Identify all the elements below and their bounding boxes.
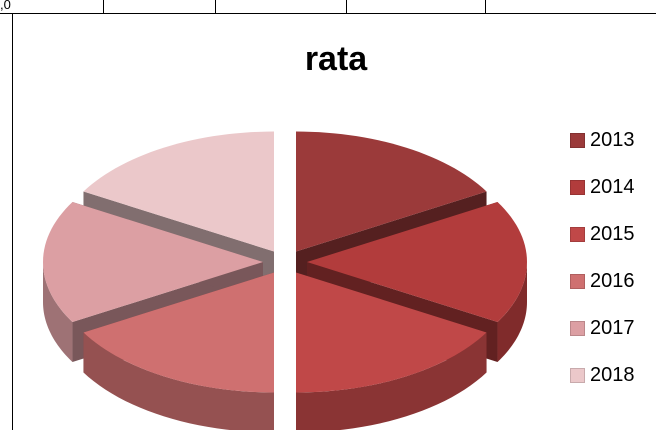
legend-label: 2018 — [590, 363, 635, 386]
pie-slice-2016 — [83, 272, 274, 430]
legend-label: 2013 — [590, 128, 635, 151]
legend-item-2013: 2013 — [570, 128, 635, 151]
legend-label: 2014 — [590, 175, 635, 198]
table-cell: ,0 — [0, 0, 11, 12]
legend-swatch — [570, 320, 585, 336]
legend-swatch — [570, 367, 585, 383]
legend-item-2016: 2016 — [570, 269, 635, 292]
table-cell — [215, 0, 246, 13]
pie-slice-edge — [296, 332, 487, 430]
legend-item-2014: 2014 — [570, 175, 635, 198]
pie-slice-top — [307, 202, 527, 322]
legend-label: 2017 — [590, 316, 635, 339]
legend-item-2017: 2017 — [570, 316, 635, 339]
table-cell — [103, 0, 134, 13]
top-table-strip: ,0 — [0, 0, 656, 14]
page-left-border — [12, 13, 13, 430]
legend-swatch — [570, 273, 585, 289]
pie-slice-top — [83, 131, 274, 252]
legend-swatch — [570, 132, 585, 148]
legend-swatch — [570, 179, 585, 195]
pie-slice-edge — [497, 262, 527, 362]
pie-slice-top — [83, 272, 274, 393]
legend-label: 2015 — [590, 222, 635, 245]
legend-label: 2016 — [590, 269, 635, 292]
pie-slice-top — [296, 131, 487, 252]
pie-slice-edge — [83, 332, 274, 430]
pie-slice-2015 — [296, 272, 487, 430]
legend-item-2018: 2018 — [570, 363, 635, 386]
pie-slice-top — [296, 272, 487, 393]
legend-item-2015: 2015 — [570, 222, 635, 245]
legend-swatch — [570, 226, 585, 242]
pie-slice-edge — [43, 262, 73, 362]
chart-title: rata — [304, 40, 368, 78]
table-cell — [346, 0, 377, 13]
table-cell — [485, 0, 516, 13]
pie-slice-top — [43, 202, 263, 322]
